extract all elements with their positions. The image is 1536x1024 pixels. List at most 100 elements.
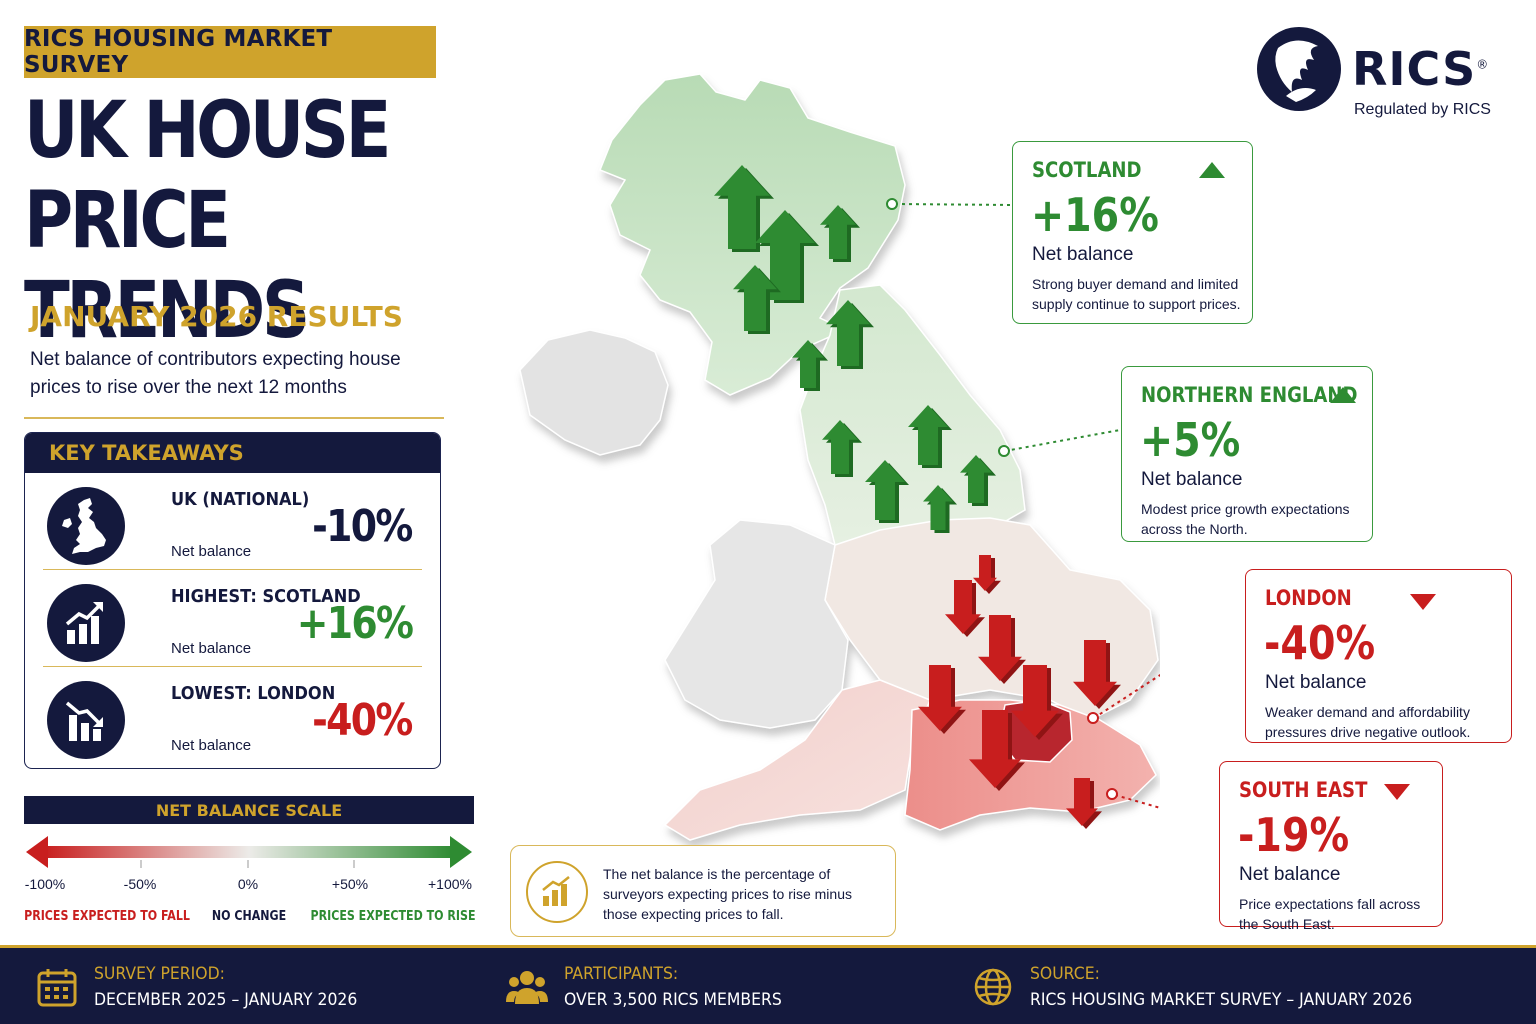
scotland-connector bbox=[894, 203, 1013, 206]
title-line-1: UK HOUSE PRICE bbox=[24, 86, 392, 266]
region-name: LONDON bbox=[1265, 586, 1352, 610]
arrow-up-icon bbox=[733, 265, 777, 331]
takeaway-sub: Net balance bbox=[171, 640, 252, 657]
region-card-northern-england: NORTHERN ENGLAND +5% Net balance Modest … bbox=[1121, 366, 1373, 542]
scale-caption-none: NO CHANGE bbox=[211, 909, 287, 924]
region-text: Price expectations fall across the South… bbox=[1239, 896, 1421, 932]
takeaway-value: -10% bbox=[312, 501, 414, 552]
arrow-up-icon bbox=[820, 205, 856, 259]
region-net-label: Net balance bbox=[1265, 672, 1367, 693]
rics-wordmark: RICS® bbox=[1352, 42, 1490, 96]
calendar-icon bbox=[37, 969, 77, 1007]
arrow-up-icon bbox=[923, 485, 953, 530]
region-value: -19% bbox=[1238, 808, 1350, 862]
arrow-down-icon bbox=[978, 615, 1022, 681]
region-net-label: Net balance bbox=[1032, 244, 1134, 265]
arrow-down-icon bbox=[1073, 640, 1117, 706]
footer-value: DECEMBER 2025 – JANUARY 2026 bbox=[94, 990, 358, 1010]
scale-tick: -100% bbox=[24, 876, 66, 892]
arrow-up-icon bbox=[822, 420, 858, 474]
survey-badge: RICS HOUSING MARKET SURVEY bbox=[24, 26, 436, 78]
region-net-label: Net balance bbox=[1239, 864, 1341, 885]
arrow-up-icon bbox=[755, 210, 815, 300]
net-balance-info: The net balance is the percentage of sur… bbox=[510, 845, 896, 937]
takeaway-row: LOWEST: LONDON Net balance -40% bbox=[43, 667, 422, 764]
scale-bar bbox=[26, 836, 472, 868]
chart-down-icon bbox=[47, 681, 125, 759]
info-text: The net balance is the percentage of sur… bbox=[603, 866, 852, 922]
arrow-down-icon bbox=[945, 580, 981, 634]
footer-value: OVER 3,500 RICS MEMBERS bbox=[564, 990, 782, 1010]
map-arrows bbox=[714, 165, 1121, 829]
lion-icon bbox=[1257, 27, 1341, 111]
region-card-south-east: SOUTH EAST -19% Net balance Price expect… bbox=[1219, 761, 1443, 932]
page-title: UK HOUSE PRICE TRENDS bbox=[24, 86, 471, 356]
arrow-down-icon bbox=[918, 665, 962, 731]
title-line-2: TRENDS bbox=[24, 266, 310, 356]
footer-value: RICS HOUSING MARKET SURVEY – JANUARY 202… bbox=[1030, 990, 1413, 1010]
region-card-scotland: SCOTLAND +16% Net balance Strong buyer d… bbox=[1012, 141, 1253, 324]
arrow-down-icon bbox=[1011, 665, 1059, 737]
region-name: NORTHERN ENGLAND bbox=[1141, 383, 1358, 407]
arrow-up-icon bbox=[960, 455, 992, 503]
footer-label: SURVEY PERIOD: bbox=[94, 964, 225, 984]
arrow-up-icon bbox=[826, 300, 870, 366]
takeaway-sub: Net balance bbox=[171, 543, 252, 560]
northern-ireland-region bbox=[519, 329, 669, 456]
arrow-down-icon bbox=[973, 555, 997, 591]
triangle-up-icon bbox=[1330, 387, 1356, 403]
north-connector bbox=[1004, 429, 1121, 452]
bar-chart-icon bbox=[526, 861, 588, 923]
arrow-up-icon bbox=[865, 460, 905, 520]
takeaway-sub: Net balance bbox=[171, 737, 252, 754]
footer-label: PARTICIPANTS: bbox=[564, 964, 679, 984]
scale-caption-rise: PRICES EXPECTED TO RISE bbox=[310, 909, 476, 924]
footer-label: SOURCE: bbox=[1030, 964, 1100, 984]
region-name: SOUTH EAST bbox=[1239, 778, 1368, 802]
arrow-up-icon bbox=[792, 340, 824, 388]
region-text: Modest price growth expectations across … bbox=[1141, 501, 1350, 537]
region-text: Strong buyer demand and limited supply c… bbox=[1032, 276, 1241, 312]
rics-tagline: Regulated by RICS bbox=[1354, 101, 1491, 118]
takeaway-row: UK (NATIONAL) Net balance -10% bbox=[43, 473, 422, 570]
arrow-down-icon bbox=[969, 710, 1021, 788]
results-subtitle: JANUARY 2026 RESULTS bbox=[30, 300, 403, 333]
region-name: SCOTLAND bbox=[1032, 158, 1142, 182]
region-value: -40% bbox=[1264, 616, 1376, 670]
region-value: +5% bbox=[1140, 413, 1241, 467]
arrow-up-icon bbox=[714, 165, 770, 249]
scale-tick: -50% bbox=[123, 876, 157, 892]
region-text: Weaker demand and affordability pressure… bbox=[1265, 704, 1471, 740]
key-takeaways-heading: KEY TAKEAWAYS bbox=[25, 433, 440, 473]
globe-icon bbox=[974, 968, 1012, 1006]
triangle-down-icon bbox=[1410, 594, 1436, 610]
region-card-london: LONDON -40% Net balance Weaker demand an… bbox=[1245, 569, 1512, 743]
scale-caption-fall: PRICES EXPECTED TO FALL bbox=[24, 909, 190, 924]
triangle-up-icon bbox=[1199, 162, 1225, 178]
footer: SURVEY PERIOD: DECEMBER 2025 – JANUARY 2… bbox=[0, 945, 1536, 1024]
scale-tick: 0% bbox=[237, 876, 259, 892]
london-connector bbox=[1093, 673, 1160, 719]
uk-map-icon bbox=[47, 487, 125, 565]
takeaway-value: -40% bbox=[312, 695, 414, 746]
key-takeaways-panel: KEY TAKEAWAYS UK (NATIONAL) Net balance … bbox=[24, 432, 441, 769]
chart-up-icon bbox=[47, 584, 125, 662]
takeaway-label: LOWEST: LONDON bbox=[171, 683, 336, 704]
takeaway-row: HIGHEST: SCOTLAND Net balance +16% bbox=[43, 570, 422, 667]
arrow-up-icon bbox=[908, 405, 948, 465]
scale-tick: +50% bbox=[331, 876, 369, 892]
takeaway-label: UK (NATIONAL) bbox=[171, 489, 310, 510]
description: Net balance of contributors expecting ho… bbox=[30, 349, 401, 398]
wales-region bbox=[664, 519, 849, 729]
scale-heading: NET BALANCE SCALE bbox=[24, 796, 474, 824]
takeaway-value: +16% bbox=[296, 598, 414, 649]
uk-map bbox=[519, 73, 1160, 841]
divider bbox=[24, 417, 444, 419]
people-icon bbox=[506, 971, 548, 1004]
scale-tick: +100% bbox=[428, 876, 472, 892]
left-arrow-icon bbox=[26, 836, 48, 868]
arrow-down-icon bbox=[1066, 778, 1098, 826]
region-value: +16% bbox=[1031, 188, 1159, 242]
right-arrow-icon bbox=[450, 836, 472, 868]
takeaway-label: HIGHEST: SCOTLAND bbox=[171, 586, 361, 607]
